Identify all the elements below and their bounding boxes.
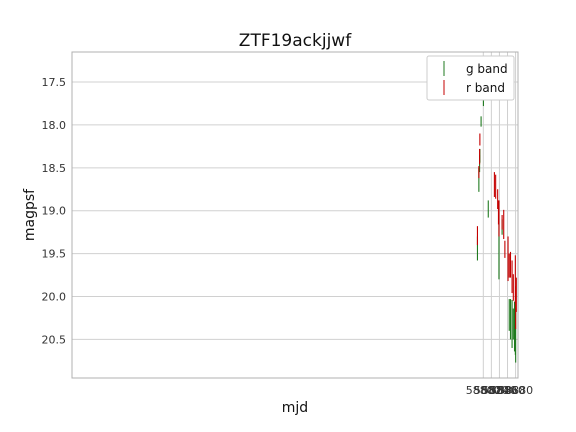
y-tick-label: 17.5 (42, 76, 67, 89)
legend-label-g-band: g band (466, 62, 508, 76)
chart-title: ZTF19ackjjwf (239, 31, 352, 51)
plot-frame (71, 51, 519, 379)
x-axis-label: mjd (282, 400, 308, 416)
legend-box (426, 55, 515, 101)
x-tick-label: 58800 (466, 384, 501, 397)
x-tick-label: 58880 (498, 384, 533, 397)
legend-label-r-band: r band (466, 81, 505, 95)
y-tick-label: 18.5 (42, 162, 67, 175)
x-tick-label: 58840 (482, 384, 517, 397)
x-tick-label: 58820 (474, 384, 509, 397)
legend: g band r band (426, 55, 515, 101)
y-tick-label: 18.0 (42, 119, 67, 132)
y-axis-label: magpsf (22, 188, 38, 241)
y-tick-label: 20.0 (42, 291, 67, 304)
x-tick-label: 58860 (490, 384, 525, 397)
y-tick-label: 19.0 (42, 205, 67, 218)
y-tick-label: 19.5 (42, 248, 67, 261)
y-tick-label: 20.5 (42, 333, 67, 346)
